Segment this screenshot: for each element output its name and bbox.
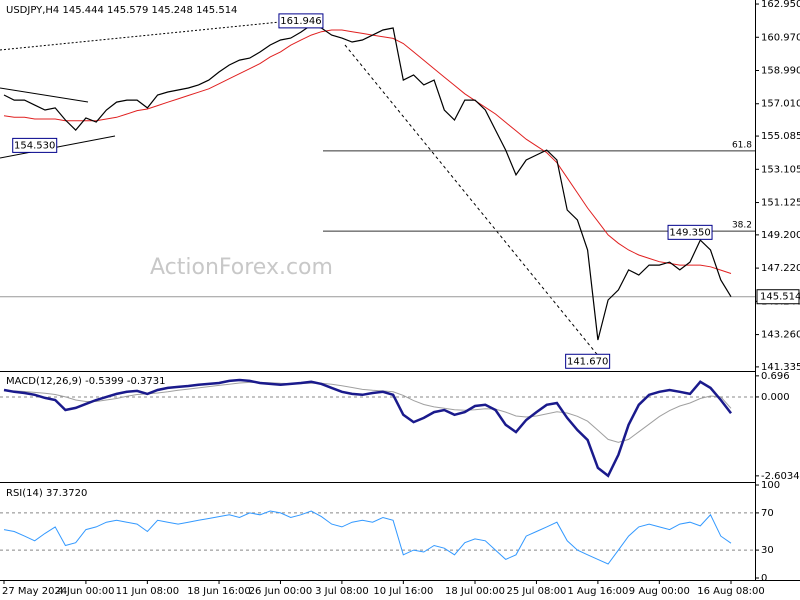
last-price-label: 145.514 (760, 292, 800, 303)
x-tick-label: 3 Jul 08:00 (315, 586, 369, 597)
y-tick-label: 158.990 (761, 66, 800, 77)
trendline (0, 21, 281, 51)
macd-title: MACD(12,26,9) -0.5399 -0.3731 (6, 376, 166, 387)
price-label: 154.530 (14, 140, 55, 151)
x-tick-label: 4 Jun 00:00 (57, 586, 114, 597)
rsi-title: RSI(14) 37.3720 (6, 488, 87, 499)
y-tick-label: 153.105 (761, 164, 800, 175)
price-label: 161.946 (280, 16, 321, 27)
triangle-line (0, 135, 116, 159)
x-tick-label: 9 Aug 00:00 (629, 586, 690, 597)
series-line (3, 510, 732, 565)
x-tick-label: 25 Jul 08:00 (506, 586, 566, 597)
series-line (3, 29, 732, 274)
trendlines (0, 21, 601, 359)
price-label-box (667, 224, 713, 240)
x-tick-label: 26 Jun 00:00 (249, 586, 313, 597)
y-tick-label: 0 (761, 573, 767, 584)
triangle-line (0, 87, 89, 103)
y-tick-label: 0.696 (761, 371, 790, 382)
series-line (3, 24, 732, 341)
x-tick-label: 1 Aug 16:00 (567, 586, 628, 597)
y-tick-label: 141.335 (761, 362, 800, 373)
y-tick-label: 100 (761, 480, 780, 491)
y-tick-label: 160.970 (761, 32, 800, 43)
panel-borders (0, 0, 800, 581)
y-tick-label: 30 (761, 545, 774, 556)
fib-label: 61.8 (732, 140, 752, 150)
x-tick-label: 10 Jul 16:00 (373, 586, 433, 597)
price-label-box (12, 137, 58, 153)
fib-label: 38.2 (732, 221, 752, 231)
y-tick-label: 0.000 (761, 392, 790, 403)
y-tick-label: 151.125 (761, 198, 800, 209)
y-tick-label: 70 (761, 508, 774, 519)
y-tick-label: 155.085 (761, 131, 800, 142)
price-label: 141.670 (567, 356, 608, 367)
y-tick-label: 157.010 (761, 99, 800, 110)
y-tick-label: 147.220 (761, 263, 800, 274)
series-line (4, 381, 732, 443)
price-label: 149.350 (669, 227, 710, 238)
series-line (3, 378, 732, 478)
x-tick-label: 18 Jul 00:00 (445, 586, 505, 597)
y-tick-label: -2.6034 (761, 471, 800, 482)
watermark: ActionForex.com (150, 255, 333, 280)
y-tick-label: 162.950 (761, 0, 800, 10)
y-tick-label: 143.260 (761, 330, 800, 341)
x-tick-label: 16 Aug 08:00 (697, 586, 764, 597)
price-label-box (278, 13, 324, 29)
y-tick-label: 149.200 (761, 230, 800, 241)
last-price-box (756, 289, 800, 305)
x-tick-label: 18 Jun 16:00 (187, 586, 251, 597)
trendline (344, 44, 601, 359)
x-tick-label: 11 Jun 08:00 (116, 586, 180, 597)
price-label-box (565, 353, 611, 369)
chart-title: USDJPY,H4 145.444 145.579 145.248 145.51… (6, 5, 237, 16)
x-tick-label: 27 May 2024 (2, 586, 67, 597)
